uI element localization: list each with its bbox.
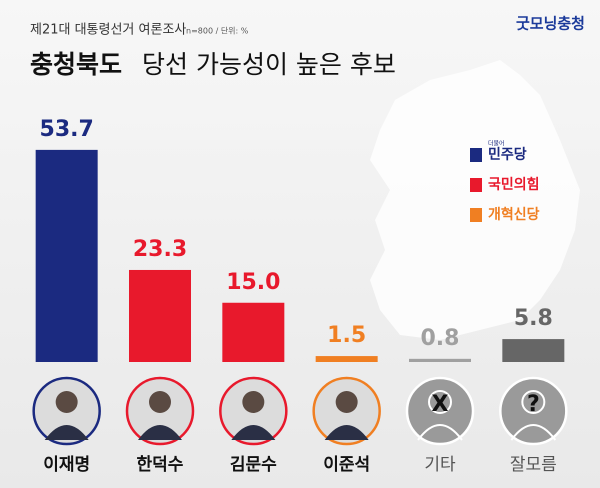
bar <box>502 339 565 362</box>
kicker: 제21대 대통령선거 여론조사 <box>30 23 186 38</box>
avatar-body <box>138 425 182 440</box>
value-label: 1.5 <box>327 323 366 348</box>
x-tick-label: 이준석 <box>323 455 370 475</box>
avatar-head <box>242 391 265 413</box>
value-label: 0.8 <box>421 326 460 351</box>
value-label: 53.7 <box>40 117 94 142</box>
avatar <box>499 376 568 446</box>
x-tick-label: 한덕수 <box>137 455 184 475</box>
avatar-symbol: X <box>432 392 449 417</box>
x-tick-label: 기타 <box>424 455 456 475</box>
map-shape <box>370 60 580 340</box>
legend-swatch <box>470 178 482 192</box>
value-label: 5.8 <box>514 306 553 331</box>
avatar <box>405 376 475 446</box>
legend-label: 개혁신당 <box>488 206 540 223</box>
avatar-body <box>417 424 463 441</box>
legend-swatch <box>470 148 482 162</box>
avatar-body <box>231 425 276 440</box>
title-bold: 충청북도 <box>30 50 122 79</box>
legend-swatch <box>470 208 482 222</box>
bar <box>409 358 471 362</box>
avatar-symbol: ? <box>527 392 540 417</box>
avatar-head <box>521 390 546 414</box>
value-label: 23.3 <box>133 237 187 262</box>
x-tick-label: 이재명 <box>43 455 90 475</box>
avatar-body <box>510 424 557 441</box>
note: n=800 / 단위: % <box>186 26 249 36</box>
avatar-head <box>55 391 78 413</box>
legend-label: 민주당 <box>488 146 527 163</box>
x-tick-label: 잘모름 <box>510 455 557 475</box>
x-tick-label: 김문수 <box>230 455 277 475</box>
value-label: 15.0 <box>226 270 280 295</box>
bar <box>315 356 378 362</box>
avatar-body <box>324 425 369 440</box>
bar <box>222 302 285 362</box>
legend-label: 국민의힘 <box>488 176 540 193</box>
bar <box>35 149 98 362</box>
avatar-head <box>149 391 171 413</box>
avatar-head <box>428 390 452 414</box>
brand: 굿모닝충청 <box>516 15 585 33</box>
bar <box>129 269 191 362</box>
avatar-body <box>44 425 89 440</box>
legend-prefix: 더불어 <box>488 140 505 148</box>
avatar-head <box>335 391 358 413</box>
title: 당선 가능성이 높은 후보 <box>142 50 396 79</box>
